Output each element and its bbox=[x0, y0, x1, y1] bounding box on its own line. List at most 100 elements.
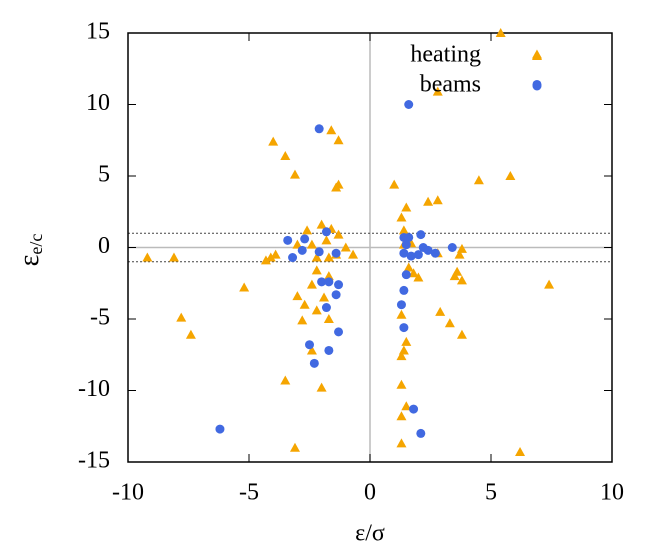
triangle-point bbox=[316, 382, 327, 392]
triangle-point bbox=[401, 336, 412, 346]
circle-point bbox=[401, 270, 411, 280]
triangle-point bbox=[333, 229, 344, 239]
triangle-point bbox=[323, 271, 334, 281]
circle-point bbox=[416, 230, 426, 240]
triangle-point bbox=[396, 212, 407, 222]
circle-point bbox=[334, 280, 344, 290]
plot-frame bbox=[127, 32, 613, 463]
circle-point bbox=[399, 323, 409, 333]
circle-point bbox=[447, 243, 457, 252]
circle-point bbox=[396, 300, 406, 310]
y-tick-label: -15 bbox=[78, 448, 110, 474]
circle-point bbox=[317, 277, 327, 287]
y-axis-label: εe/c bbox=[14, 234, 46, 267]
circle-point bbox=[324, 345, 334, 355]
triangle-point bbox=[432, 195, 443, 205]
triangle-point bbox=[432, 86, 443, 96]
circle-point bbox=[406, 251, 416, 261]
triangle-point bbox=[292, 239, 303, 249]
x-tick-label: -5 bbox=[239, 480, 259, 506]
triangle-point bbox=[326, 125, 337, 135]
triangle-point bbox=[398, 225, 409, 235]
legend-label: heating bbox=[410, 42, 481, 68]
triangle-point bbox=[176, 312, 187, 322]
triangle-point bbox=[268, 136, 279, 146]
triangle-point bbox=[297, 315, 308, 325]
circle-point bbox=[314, 124, 324, 134]
triangle-point bbox=[515, 446, 526, 456]
triangle-point bbox=[408, 268, 419, 278]
triangle-point bbox=[323, 314, 334, 323]
legend-marker bbox=[532, 51, 542, 60]
triangle-point bbox=[311, 252, 322, 262]
circle-point bbox=[305, 340, 314, 350]
triangle-point bbox=[396, 351, 407, 361]
triangle-point bbox=[454, 249, 465, 259]
circle-point bbox=[331, 290, 341, 300]
circle-point bbox=[404, 232, 414, 242]
y-tick-label: 0 bbox=[98, 233, 110, 259]
triangle-point bbox=[348, 249, 359, 259]
y-tick-label: -10 bbox=[78, 376, 110, 402]
y-axis-label-main: ε bbox=[14, 255, 45, 267]
triangle-point bbox=[389, 179, 400, 189]
triangle-point bbox=[185, 329, 196, 339]
triangle-point bbox=[396, 411, 407, 421]
triangle-point bbox=[401, 401, 412, 411]
triangle-point bbox=[311, 265, 322, 275]
triangle-point bbox=[444, 318, 455, 328]
triangle-point bbox=[449, 271, 460, 281]
triangle-point bbox=[456, 243, 467, 253]
circle-point bbox=[321, 303, 331, 313]
triangle-point bbox=[168, 252, 179, 262]
triangle-point bbox=[456, 329, 467, 339]
triangle-point bbox=[423, 196, 434, 206]
circle-point bbox=[309, 358, 319, 368]
triangle-point bbox=[413, 272, 424, 282]
circle-point bbox=[314, 247, 324, 257]
x-tick-label: -10 bbox=[112, 480, 144, 506]
triangle-point bbox=[495, 28, 506, 37]
triangle-point bbox=[292, 291, 303, 301]
circle-point bbox=[413, 250, 423, 260]
circle-point bbox=[283, 235, 293, 245]
y-tick-label: 10 bbox=[86, 90, 110, 116]
x-tick-label: 10 bbox=[600, 480, 624, 506]
triangle-point bbox=[280, 375, 291, 385]
circle-point bbox=[321, 227, 331, 237]
circle-point bbox=[300, 234, 310, 244]
triangle-point bbox=[239, 282, 250, 292]
triangle-point bbox=[289, 169, 300, 179]
triangle-point bbox=[289, 442, 300, 452]
triangle-point bbox=[396, 379, 407, 389]
triangle-point bbox=[323, 252, 334, 262]
triangle-point bbox=[321, 235, 332, 245]
triangle-point bbox=[505, 171, 516, 180]
x-axis-label: ε/σ bbox=[355, 521, 385, 547]
triangle-point bbox=[142, 252, 153, 262]
legend-label: beams bbox=[420, 72, 481, 98]
triangle-point bbox=[396, 438, 407, 448]
triangle-point bbox=[396, 309, 407, 319]
triangle-point bbox=[544, 279, 555, 289]
triangle-point bbox=[331, 182, 342, 192]
triangle-point bbox=[398, 345, 409, 355]
circle-point bbox=[334, 327, 344, 337]
triangle-point bbox=[401, 202, 412, 212]
triangle-point bbox=[265, 252, 276, 262]
x-tick-label: 0 bbox=[364, 480, 376, 506]
y-tick-label: -5 bbox=[90, 305, 110, 331]
triangle-point bbox=[306, 345, 317, 355]
circle-point bbox=[399, 285, 409, 295]
triangle-point bbox=[456, 275, 467, 285]
circle-point bbox=[288, 253, 298, 263]
triangle-point bbox=[333, 135, 344, 145]
triangle-point bbox=[306, 239, 317, 249]
circle-point bbox=[430, 248, 440, 258]
triangle-point bbox=[340, 242, 351, 252]
triangle-point bbox=[316, 219, 327, 229]
circle-point bbox=[423, 245, 433, 255]
circle-point bbox=[404, 100, 414, 109]
triangle-point bbox=[403, 262, 414, 272]
triangle-point bbox=[473, 175, 484, 185]
